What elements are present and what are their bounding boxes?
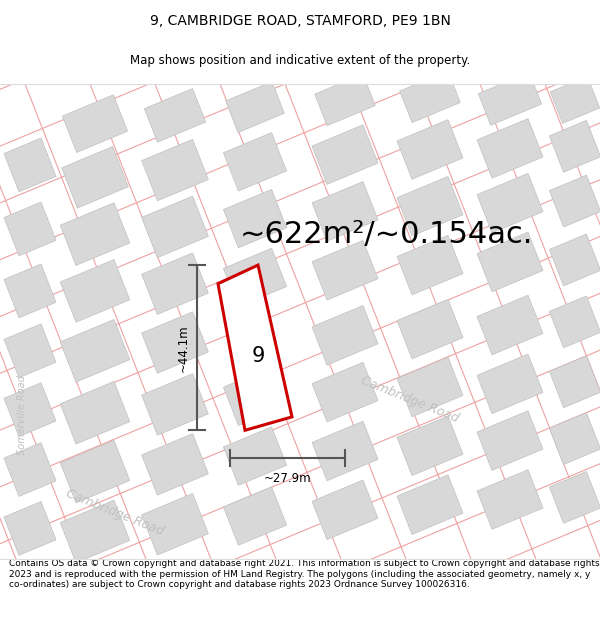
Polygon shape — [397, 176, 463, 236]
Polygon shape — [60, 500, 130, 563]
Polygon shape — [477, 470, 543, 529]
Text: Contains OS data © Crown copyright and database right 2021. This information is : Contains OS data © Crown copyright and d… — [9, 559, 599, 589]
Text: Cambridge Road: Cambridge Road — [359, 374, 461, 425]
Polygon shape — [477, 295, 543, 355]
Polygon shape — [550, 234, 600, 286]
Polygon shape — [550, 296, 600, 348]
Polygon shape — [4, 501, 56, 555]
Polygon shape — [142, 374, 208, 435]
Polygon shape — [397, 357, 463, 417]
Polygon shape — [60, 319, 130, 382]
Polygon shape — [550, 121, 600, 172]
Polygon shape — [312, 362, 378, 422]
Polygon shape — [397, 299, 463, 359]
Polygon shape — [4, 264, 56, 318]
Polygon shape — [60, 259, 130, 322]
Polygon shape — [4, 382, 56, 436]
Polygon shape — [226, 82, 284, 132]
Polygon shape — [223, 367, 287, 426]
Polygon shape — [62, 95, 128, 152]
Text: 9, CAMBRIDGE ROAD, STAMFORD, PE9 1BN: 9, CAMBRIDGE ROAD, STAMFORD, PE9 1BN — [149, 14, 451, 28]
Polygon shape — [60, 202, 130, 266]
Polygon shape — [4, 138, 56, 192]
Polygon shape — [142, 139, 208, 201]
Polygon shape — [312, 182, 378, 241]
Polygon shape — [223, 487, 287, 545]
Polygon shape — [397, 119, 463, 179]
Polygon shape — [142, 253, 208, 314]
Polygon shape — [477, 232, 543, 292]
Polygon shape — [142, 196, 208, 258]
Text: Cambridge Road: Cambridge Road — [64, 488, 166, 539]
Text: ~44.1m: ~44.1m — [176, 324, 190, 371]
Polygon shape — [145, 89, 206, 142]
Text: ~27.9m: ~27.9m — [263, 472, 311, 486]
Polygon shape — [142, 312, 208, 373]
Polygon shape — [397, 235, 463, 295]
Polygon shape — [4, 324, 56, 378]
Polygon shape — [312, 306, 378, 365]
Text: ~622m²/~0.154ac.: ~622m²/~0.154ac. — [240, 219, 533, 249]
Polygon shape — [223, 189, 287, 248]
Polygon shape — [4, 202, 56, 256]
Polygon shape — [400, 71, 460, 122]
Polygon shape — [60, 440, 130, 503]
Polygon shape — [142, 434, 208, 495]
Polygon shape — [397, 475, 463, 534]
Polygon shape — [142, 494, 208, 555]
Polygon shape — [223, 427, 287, 486]
Polygon shape — [550, 356, 600, 408]
Polygon shape — [550, 175, 600, 227]
Polygon shape — [312, 421, 378, 481]
Polygon shape — [223, 132, 287, 191]
Polygon shape — [550, 471, 600, 523]
Text: Somerville Road: Somerville Road — [17, 375, 27, 455]
Polygon shape — [62, 147, 128, 208]
Polygon shape — [478, 72, 542, 125]
Text: 9: 9 — [251, 346, 265, 366]
Polygon shape — [477, 119, 543, 178]
Polygon shape — [312, 125, 378, 184]
Polygon shape — [477, 354, 543, 414]
Polygon shape — [550, 412, 600, 464]
Polygon shape — [4, 442, 56, 496]
Polygon shape — [312, 241, 378, 300]
Polygon shape — [60, 381, 130, 444]
Polygon shape — [312, 480, 378, 539]
Polygon shape — [223, 248, 287, 307]
Polygon shape — [218, 265, 292, 430]
Polygon shape — [315, 74, 375, 126]
Polygon shape — [477, 173, 543, 233]
Polygon shape — [477, 411, 543, 471]
Polygon shape — [397, 416, 463, 476]
Text: Map shows position and indicative extent of the property.: Map shows position and indicative extent… — [130, 54, 470, 68]
Polygon shape — [550, 76, 600, 123]
